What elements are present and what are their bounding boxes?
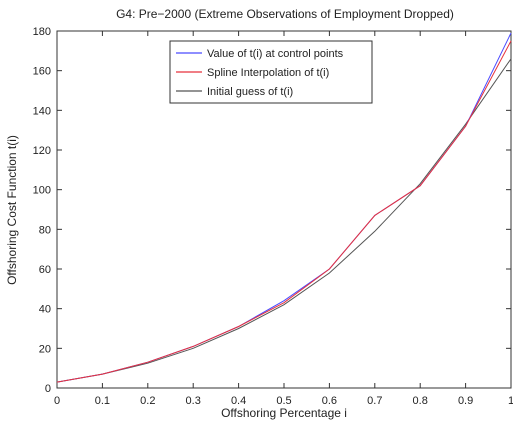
x-tick-label: 0.4: [231, 395, 246, 407]
y-tick-label: 20: [39, 343, 51, 355]
x-axis-label: Offshoring Percentage i: [221, 406, 347, 420]
x-tick-label: 0.2: [140, 395, 155, 407]
y-tick-label: 120: [33, 145, 51, 157]
x-tick-label: 0.7: [367, 395, 382, 407]
x-tick-label: 0.6: [322, 395, 337, 407]
y-axis-label: Offshoring Cost Function t(i): [5, 135, 19, 285]
x-tick-label: 0: [54, 395, 60, 407]
y-tick-label: 60: [39, 264, 51, 276]
legend: Value of t(i) at control points Spline In…: [169, 40, 373, 104]
series-line-2: [56, 58, 512, 383]
y-axis: 0 20 40 60 80 100 120 140 160 180: [33, 26, 511, 395]
y-tick-label: 40: [39, 304, 51, 316]
x-axis: 0 0.1 0.2 0.3 0.4 0.5 0.6 0.7 0.8 0.9 1: [54, 31, 513, 407]
y-tick-label: 160: [33, 66, 51, 78]
series-lines: [56, 32, 512, 383]
y-tick-label: 180: [33, 26, 51, 38]
x-tick-label: 0.9: [458, 395, 473, 407]
legend-label: Spline Interpolation of t(i): [207, 67, 329, 79]
x-tick-label: 0.3: [186, 395, 201, 407]
x-tick-label: 0.8: [413, 395, 428, 407]
y-tick-label: 0: [45, 383, 51, 395]
legend-box: [169, 40, 373, 104]
y-tick-label: 80: [39, 224, 51, 236]
legend-label: Initial guess of t(i): [207, 86, 293, 98]
x-tick-label: 0.5: [276, 395, 291, 407]
legend-label: Value of t(i) at control points: [207, 48, 344, 60]
series-line-1: [56, 40, 512, 383]
x-tick-label: 1: [508, 395, 513, 407]
chart-title: G4: Pre−2000 (Extreme Observations of Em…: [116, 7, 454, 21]
y-tick-label: 100: [33, 185, 51, 197]
x-tick-label: 0.1: [95, 395, 110, 407]
y-tick-label: 140: [33, 105, 51, 117]
